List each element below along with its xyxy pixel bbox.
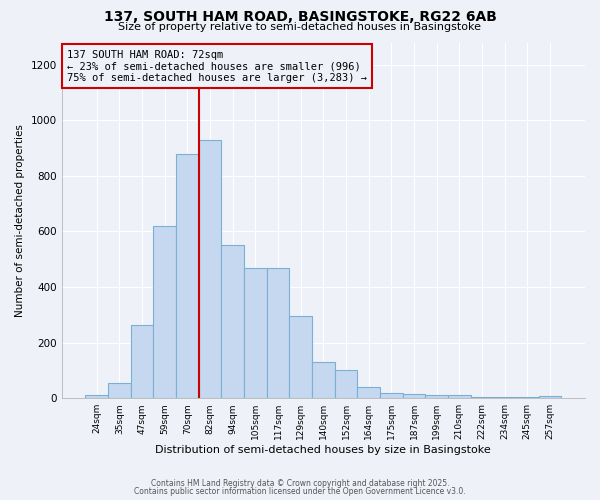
- Text: 137, SOUTH HAM ROAD, BASINGSTOKE, RG22 6AB: 137, SOUTH HAM ROAD, BASINGSTOKE, RG22 6…: [104, 10, 496, 24]
- Bar: [176, 154, 199, 398]
- Bar: [380, 392, 403, 398]
- Text: Size of property relative to semi-detached houses in Basingstoke: Size of property relative to semi-detach…: [119, 22, 482, 32]
- Bar: [358, 387, 380, 398]
- Bar: [312, 362, 335, 398]
- Bar: [289, 316, 312, 398]
- Bar: [266, 268, 289, 398]
- Bar: [244, 268, 266, 398]
- Text: Contains public sector information licensed under the Open Government Licence v3: Contains public sector information licen…: [134, 487, 466, 496]
- Bar: [85, 396, 108, 398]
- Bar: [539, 396, 561, 398]
- Bar: [335, 370, 358, 398]
- Bar: [108, 383, 131, 398]
- X-axis label: Distribution of semi-detached houses by size in Basingstoke: Distribution of semi-detached houses by …: [155, 445, 491, 455]
- Y-axis label: Number of semi-detached properties: Number of semi-detached properties: [15, 124, 25, 317]
- Bar: [403, 394, 425, 398]
- Bar: [221, 246, 244, 398]
- Bar: [448, 396, 470, 398]
- Bar: [199, 140, 221, 398]
- Bar: [154, 226, 176, 398]
- Bar: [425, 395, 448, 398]
- Text: Contains HM Land Registry data © Crown copyright and database right 2025.: Contains HM Land Registry data © Crown c…: [151, 478, 449, 488]
- Bar: [131, 324, 154, 398]
- Text: 137 SOUTH HAM ROAD: 72sqm
← 23% of semi-detached houses are smaller (996)
75% of: 137 SOUTH HAM ROAD: 72sqm ← 23% of semi-…: [67, 50, 367, 83]
